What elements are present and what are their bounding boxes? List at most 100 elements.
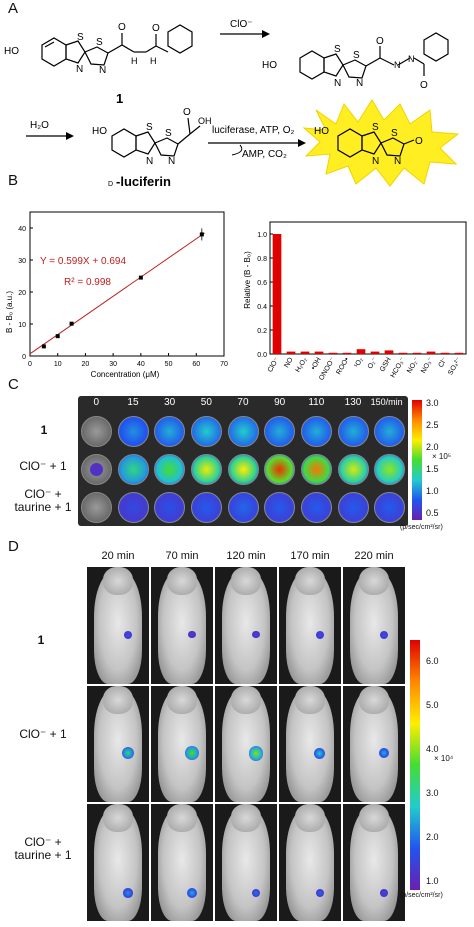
oxyluciferin-s1: S bbox=[372, 122, 379, 133]
d-row-label-1: 1 bbox=[37, 633, 45, 647]
calibration-y-tick-label: 0 bbox=[22, 354, 26, 361]
selectivity-bar bbox=[384, 350, 394, 354]
product-o1: O bbox=[376, 36, 384, 47]
c-scale-tick: 0.5 bbox=[426, 508, 439, 518]
d-scale-tick: 5.0 bbox=[426, 700, 439, 710]
well bbox=[80, 453, 112, 485]
mouse-head bbox=[103, 685, 133, 714]
d-time-label: 20 min bbox=[101, 550, 135, 562]
c-row-label-2: ClO⁻ + 1 bbox=[19, 459, 67, 473]
c-scale-exponent: × 10⁵ bbox=[432, 452, 452, 461]
d-scale-tick: 4.0 bbox=[426, 744, 439, 754]
selectivity-category-label: NO bbox=[283, 356, 295, 369]
d-time-label: 70 min bbox=[165, 550, 199, 562]
mouse-image bbox=[279, 804, 341, 921]
well bbox=[300, 453, 332, 485]
product-n2: N bbox=[356, 78, 363, 89]
d-time-label: 220 min bbox=[354, 550, 394, 562]
c-time-label: 50 bbox=[200, 397, 212, 408]
mouse-head bbox=[231, 804, 261, 833]
well bbox=[80, 491, 112, 523]
product-s2: S bbox=[353, 50, 360, 61]
mouse-head bbox=[231, 685, 261, 714]
calibration-point bbox=[69, 321, 74, 326]
mouse-image bbox=[215, 685, 277, 803]
compound-1-nh1: H bbox=[131, 56, 138, 66]
luciferin-n2: N bbox=[168, 156, 175, 167]
calibration-x-tick-label: 30 bbox=[109, 361, 117, 368]
selectivity-category-label: SO₄²⁻ bbox=[447, 356, 463, 376]
well bbox=[337, 415, 369, 447]
mouse-image bbox=[343, 685, 405, 803]
c-time-label: 130 bbox=[344, 397, 362, 408]
calibration-point bbox=[138, 275, 143, 280]
calibration-point bbox=[41, 344, 46, 349]
selectivity-bar bbox=[328, 352, 338, 354]
d-scale-units: (p/sec/cm²/sr) bbox=[400, 892, 443, 899]
well bbox=[337, 453, 369, 485]
d-row-label-3: ClO⁻ + taurine + 1 bbox=[14, 835, 72, 862]
c-scale-tick: 2.0 bbox=[426, 442, 439, 452]
compound-1-ho: HO bbox=[4, 46, 19, 57]
calibration-frame bbox=[29, 211, 225, 357]
mouse-head bbox=[295, 567, 325, 595]
reagents-bottom: AMP, CO₂ bbox=[242, 149, 287, 160]
d-scale-tick: 6.0 bbox=[426, 656, 439, 666]
selectivity-y-tick-label: 0.2 bbox=[257, 328, 267, 335]
selectivity-bar bbox=[370, 351, 380, 354]
c-time-label: 110 bbox=[308, 397, 325, 408]
d-scale-ticks: 6.0 5.0 4.0 3.0 2.0 1.0 bbox=[426, 640, 472, 890]
product-o2: O bbox=[420, 80, 428, 91]
well bbox=[117, 415, 149, 447]
selectivity-bar bbox=[440, 352, 450, 354]
calibration-x-tick-label: 10 bbox=[54, 361, 62, 368]
panel-d-letter: D bbox=[8, 538, 19, 555]
water-label: H₂O bbox=[30, 120, 49, 131]
c-scale-tick: 3.0 bbox=[426, 398, 439, 408]
well bbox=[117, 491, 149, 523]
c-time-label: 15 bbox=[127, 397, 139, 408]
well-spot bbox=[89, 462, 103, 476]
calibration-point bbox=[55, 334, 60, 339]
panel-a-letter: A bbox=[8, 0, 19, 17]
luciferin-ho: HO bbox=[92, 126, 107, 137]
luciferin-name: -luciferin bbox=[116, 174, 171, 189]
calibration-y-label: B - B₀ (a.u.) bbox=[5, 291, 14, 333]
d-row-label-2: ClO⁻ + 1 bbox=[19, 727, 67, 741]
luminescence-spot bbox=[186, 887, 197, 899]
selectivity-bar bbox=[356, 349, 366, 354]
product-ho: HO bbox=[262, 60, 277, 71]
luminescence-spot bbox=[248, 746, 264, 761]
luciferin-s2: S bbox=[165, 128, 172, 139]
d-color-scale bbox=[410, 640, 420, 890]
well bbox=[374, 415, 406, 447]
selectivity-bar bbox=[314, 351, 324, 354]
well bbox=[374, 491, 406, 523]
well bbox=[190, 415, 222, 447]
luminescence-spot bbox=[380, 889, 388, 897]
luminescence-spot bbox=[185, 746, 199, 761]
well bbox=[227, 453, 259, 485]
calibration-x-tick-label: 70 bbox=[220, 361, 228, 368]
selectivity-y-tick-label: 0.8 bbox=[257, 256, 267, 263]
c-row-label-3: ClO⁻ + taurine + 1 bbox=[14, 487, 72, 514]
oxyluciferin-ho: HO bbox=[314, 126, 329, 137]
mouse-head bbox=[103, 804, 133, 833]
luciferin-s1: S bbox=[146, 122, 153, 133]
d-scale-tick: 2.0 bbox=[426, 832, 439, 842]
selectivity-bar bbox=[272, 234, 282, 354]
panel-c-letter: C bbox=[8, 376, 19, 393]
selectivity-bar bbox=[286, 351, 296, 354]
mouse-image bbox=[215, 804, 277, 921]
product-n4: N bbox=[408, 54, 415, 64]
well bbox=[154, 415, 186, 447]
luminescence-spot bbox=[251, 888, 261, 898]
well bbox=[264, 491, 296, 523]
mouse-image bbox=[151, 685, 213, 803]
selectivity-chart: Relative (B - B₀) 0.0 0.2 0.4 0.6 0.8 1.0 ClO⁻… bbox=[243, 221, 467, 382]
selectivity-category-label: NO₃⁻ bbox=[420, 356, 435, 375]
compound-1-s1: S bbox=[77, 32, 84, 43]
mouse-image bbox=[151, 804, 213, 921]
well bbox=[337, 491, 369, 523]
oxyluciferin-s2: S bbox=[391, 128, 398, 139]
